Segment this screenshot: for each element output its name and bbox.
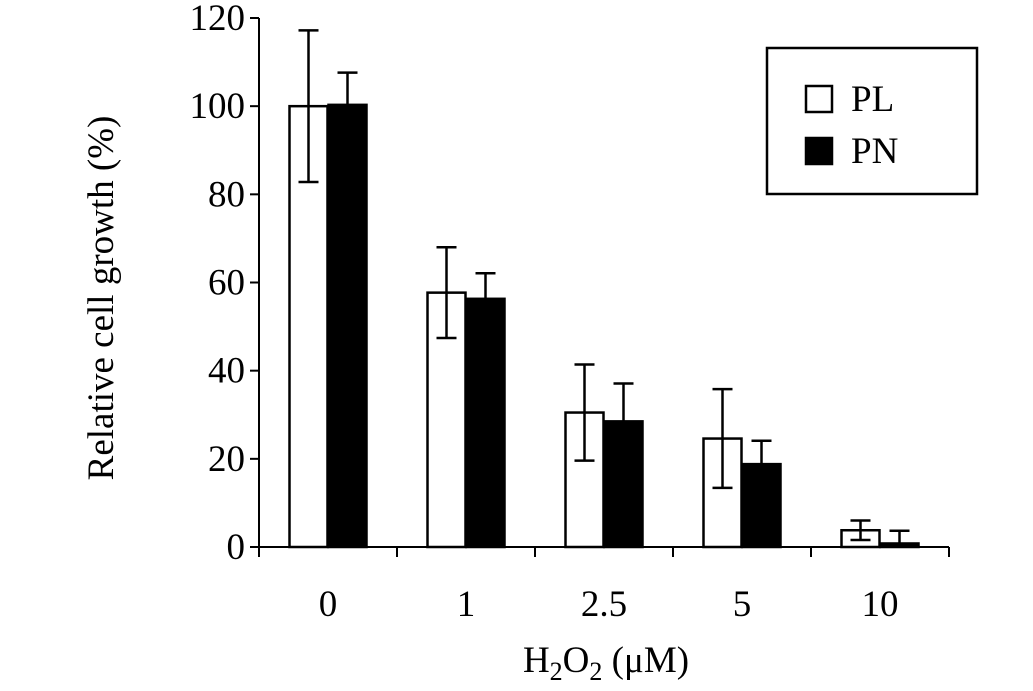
legend-label-pl: PL: [851, 79, 894, 120]
y-tick-label: 100: [190, 86, 246, 127]
y-axis-title: Relative cell growth (%): [81, 116, 122, 481]
y-tick-label: 0: [227, 527, 246, 568]
bar-pn: [465, 297, 506, 549]
legend-swatch-pn: [804, 136, 834, 166]
x-axis-title: H2O2 (μM): [523, 640, 689, 686]
x-axis-title-sub2: 2: [589, 657, 602, 686]
x-tick-label: 0: [319, 584, 338, 625]
bar-pn: [879, 542, 920, 549]
x-axis-title-o: O: [563, 640, 590, 681]
x-tick-label: 10: [862, 584, 899, 625]
y-tick-label: 120: [190, 0, 246, 39]
y-tick-label: 60: [208, 263, 245, 304]
x-tick-label: 5: [733, 584, 752, 625]
x-ticks: 0 1 2.5 5 10: [258, 547, 950, 625]
bar-pn: [741, 462, 782, 549]
legend-label-pn: PN: [851, 131, 898, 172]
bar-pn: [603, 420, 644, 549]
y-tick-label: 40: [208, 351, 245, 392]
bars: [288, 29, 920, 549]
x-axis-title-h: H: [523, 640, 550, 681]
x-tick-label: 1: [457, 584, 476, 625]
bar-pn: [327, 103, 368, 549]
y-ticks: 0 20 40 60 80 100 120: [190, 0, 259, 568]
legend: PL PN: [765, 46, 979, 196]
y-tick-label: 20: [208, 439, 245, 480]
x-axis-title-unit: (μM): [602, 640, 689, 681]
legend-box: [765, 46, 979, 196]
x-axis-title-sub1: 2: [550, 657, 563, 686]
y-tick-label: 80: [208, 174, 245, 215]
x-tick-label: 2.5: [581, 584, 627, 625]
legend-swatch-pl: [804, 84, 834, 114]
